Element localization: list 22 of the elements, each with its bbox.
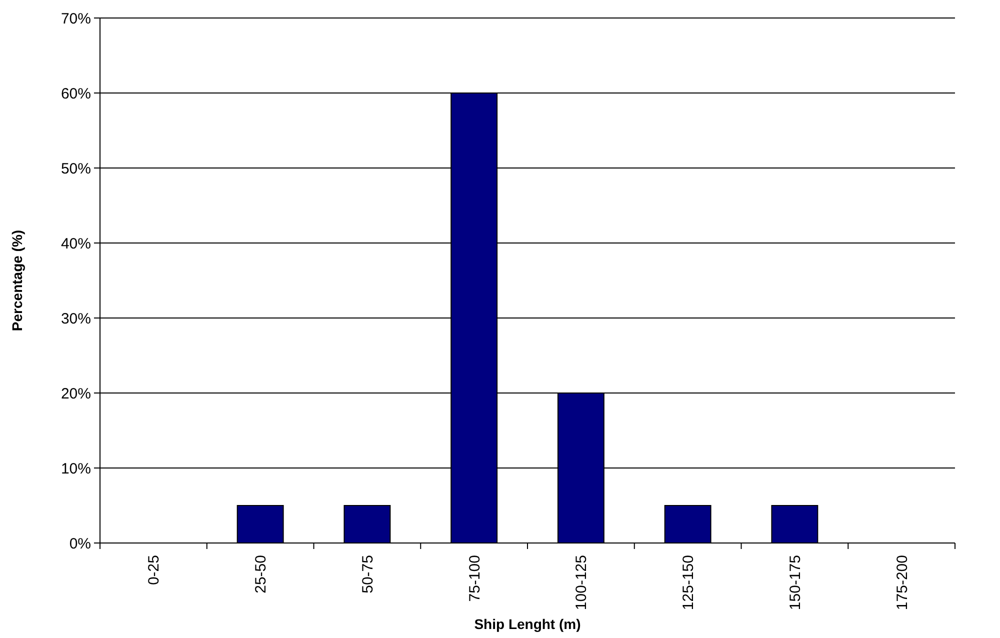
bar <box>236 505 284 544</box>
x-tick-label: 100-125 <box>573 555 590 610</box>
bar <box>664 505 712 544</box>
bar <box>771 505 818 544</box>
x-tick-label: 150-175 <box>786 555 804 610</box>
x-tick-label: 50-75 <box>359 555 376 594</box>
y-tick-label: 20% <box>60 385 91 402</box>
x-tick-label: 125-150 <box>680 555 698 610</box>
y-tick-label: 40% <box>60 235 91 252</box>
y-tick-label: 30% <box>60 310 91 328</box>
x-axis-title: Ship Lenght (m) <box>474 616 581 632</box>
y-tick-label: 0% <box>69 535 91 552</box>
y-axis-title: Percentage (%) <box>9 230 25 332</box>
y-tick-label: 10% <box>60 460 91 478</box>
bar <box>344 505 391 544</box>
y-tick-label: 50% <box>60 160 91 178</box>
y-tick-label: 60% <box>60 85 91 102</box>
x-tick-label: 175-200 <box>894 555 911 610</box>
x-tick-label: 0-25 <box>146 555 163 586</box>
y-tick-label: 70% <box>60 10 91 28</box>
x-tick-label: 75-100 <box>466 555 484 602</box>
x-tick-label: 25-50 <box>252 555 270 594</box>
